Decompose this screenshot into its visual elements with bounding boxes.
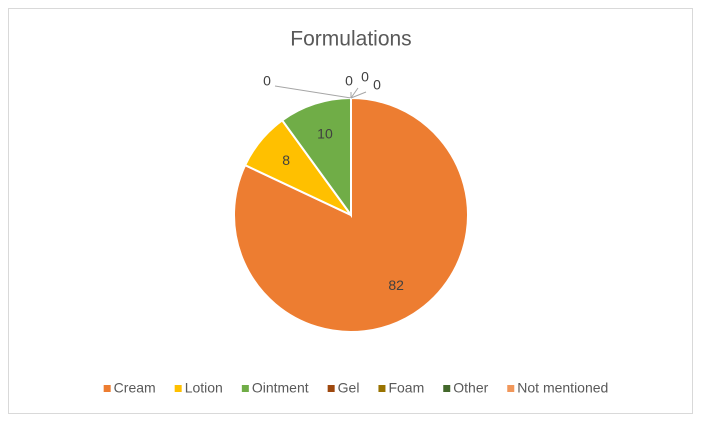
data-label: 0 [263, 73, 271, 89]
legend-label: Not mentioned [517, 380, 608, 396]
data-label: 8 [282, 152, 290, 168]
leader-line [350, 87, 359, 99]
legend-label: Cream [114, 380, 156, 396]
legend-label: Gel [338, 380, 360, 396]
data-label: 82 [388, 277, 404, 293]
legend-marker [443, 385, 451, 392]
data-label: 0 [361, 69, 369, 85]
legend-label: Other [453, 380, 488, 396]
legend-label: Foam [388, 380, 424, 396]
data-label: 0 [373, 77, 381, 93]
legend-marker [507, 385, 515, 392]
data-label: 10 [317, 126, 333, 142]
legend-marker [241, 385, 249, 392]
legend-label: Ointment [252, 380, 309, 396]
leader-line [350, 91, 367, 99]
legend-marker [174, 385, 182, 392]
legend-marker [103, 385, 111, 392]
legend-label: Lotion [185, 380, 223, 396]
chart-title: Formulations [290, 28, 411, 51]
legend-marker [378, 385, 386, 392]
legend-marker [327, 385, 335, 392]
leader-line [274, 85, 352, 99]
data-label: 0 [345, 73, 353, 89]
